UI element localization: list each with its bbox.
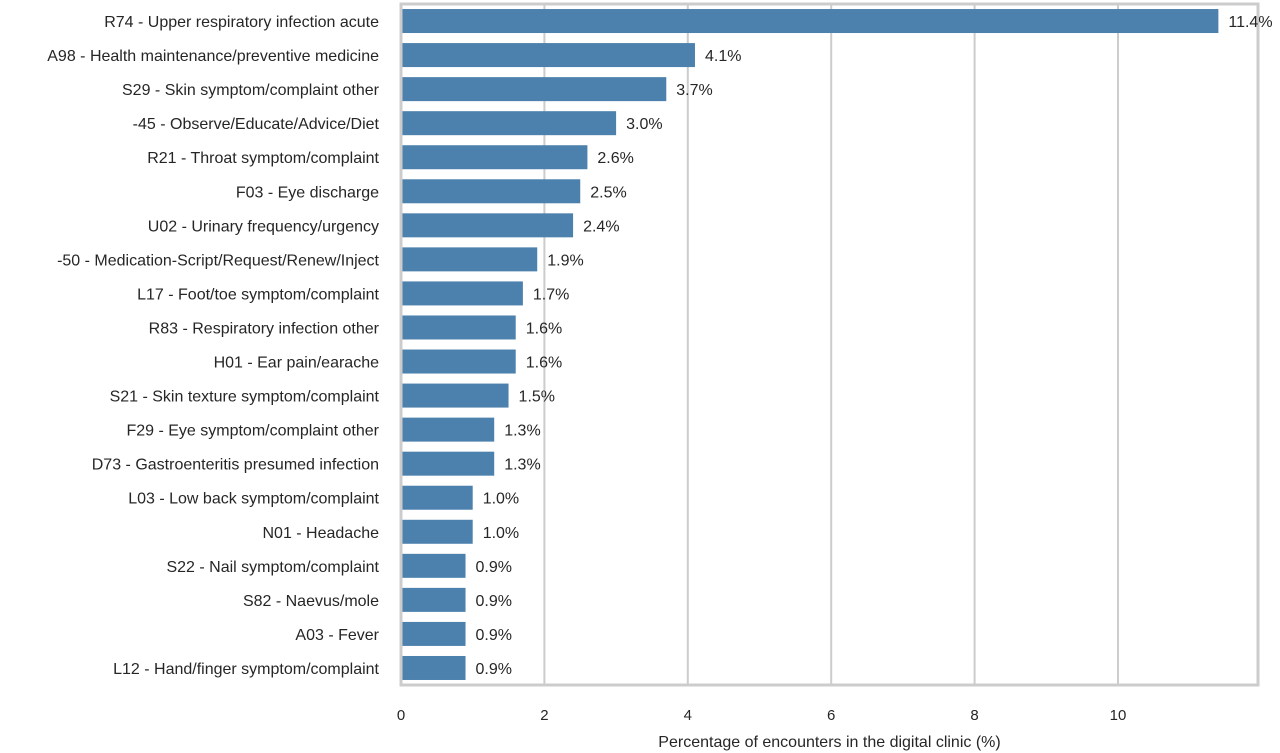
bar [401,587,466,612]
bar [401,43,695,68]
bar [401,315,516,340]
x-axis-title: Percentage of encounters in the digital … [658,734,1000,751]
value-label: 2.4% [583,218,619,235]
x-tick-label: 6 [827,707,835,724]
category-label: F03 - Eye discharge [236,184,379,201]
bar [401,281,523,306]
value-label: 3.0% [626,116,662,133]
bars [401,9,1219,680]
bar [401,655,466,680]
value-label: 1.6% [526,355,562,372]
value-label: 1.6% [526,320,562,337]
value-label: 0.9% [476,661,512,678]
category-label: S82 - Naevus/mole [243,593,379,610]
value-label: 11.4% [1228,14,1272,31]
bar [401,9,1219,34]
bar [401,179,581,204]
category-label: L17 - Foot/toe symptom/complaint [137,286,379,303]
category-labels: R74 - Upper respiratory infection acute A… [47,14,379,678]
bar [401,451,495,476]
bar [401,77,667,102]
value-label: 1.5% [519,389,555,406]
category-label: R21 - Throat symptom/complaint [147,150,379,167]
category-label: -45 - Observe/Educate/Advice/Diet [133,116,380,133]
value-label: 1.0% [483,525,519,542]
x-tick-label: 10 [1110,707,1127,724]
value-label: 4.1% [705,48,741,65]
x-tick-label: 2 [540,707,548,724]
plot-frame [399,2,1260,687]
value-label: 1.3% [504,457,540,474]
bar [401,145,588,170]
value-label: 1.9% [547,252,583,269]
value-labels: 11.4% 4.1% 3.7% 3.0% 2.6% 2.5% 2.4%1.9% 1.7% 1.6… [476,14,1273,678]
bar [401,213,574,238]
value-label: 2.6% [597,150,633,167]
category-label: S29 - Skin symptom/complaint other [122,82,380,99]
bar [401,383,509,408]
bar [401,621,466,646]
category-label: A98 - Health maintenance/preventive medi… [47,48,379,65]
bar [401,553,466,578]
value-label: 0.9% [476,627,512,644]
grid-lines [543,4,1119,685]
category-label: R74 - Upper respiratory infection acute [104,14,379,31]
category-label: H01 - Ear pain/earache [214,355,380,372]
category-label: D73 - Gastroenteritis presumed infection [92,457,379,474]
category-label: A03 - Fever [295,627,379,644]
category-label: S22 - Nail symptom/complaint [166,559,379,576]
category-label: -50 - Medication-Script/Request/Renew/In… [57,252,379,269]
value-label: 0.9% [476,559,512,576]
category-label: R83 - Respiratory infection other [149,320,380,337]
value-label: 1.7% [533,286,569,303]
bar [401,485,473,510]
bar [401,417,495,442]
value-label: 3.7% [676,82,712,99]
x-tick-label: 4 [684,707,692,724]
category-label: U02 - Urinary frequency/urgency [148,218,379,235]
bar [401,111,617,136]
x-tick-label: 8 [970,707,978,724]
value-label: 1.0% [483,491,519,508]
bar [401,247,538,272]
x-tick-labels: 0 2 4 6 8 10 [397,707,1127,724]
value-label: 0.9% [476,593,512,610]
value-label: 1.3% [504,423,540,440]
category-label: F29 - Eye symptom/complaint other [126,423,379,440]
x-tick-label: 0 [397,707,405,724]
category-label: L03 - Low back symptom/complaint [128,491,379,508]
bar [401,519,473,544]
value-label: 2.5% [590,184,626,201]
category-label: L12 - Hand/finger symptom/complaint [113,661,379,678]
category-label: N01 - Headache [262,525,379,542]
bar [401,349,516,374]
category-label: S21 - Skin texture symptom/complaint [110,389,380,406]
